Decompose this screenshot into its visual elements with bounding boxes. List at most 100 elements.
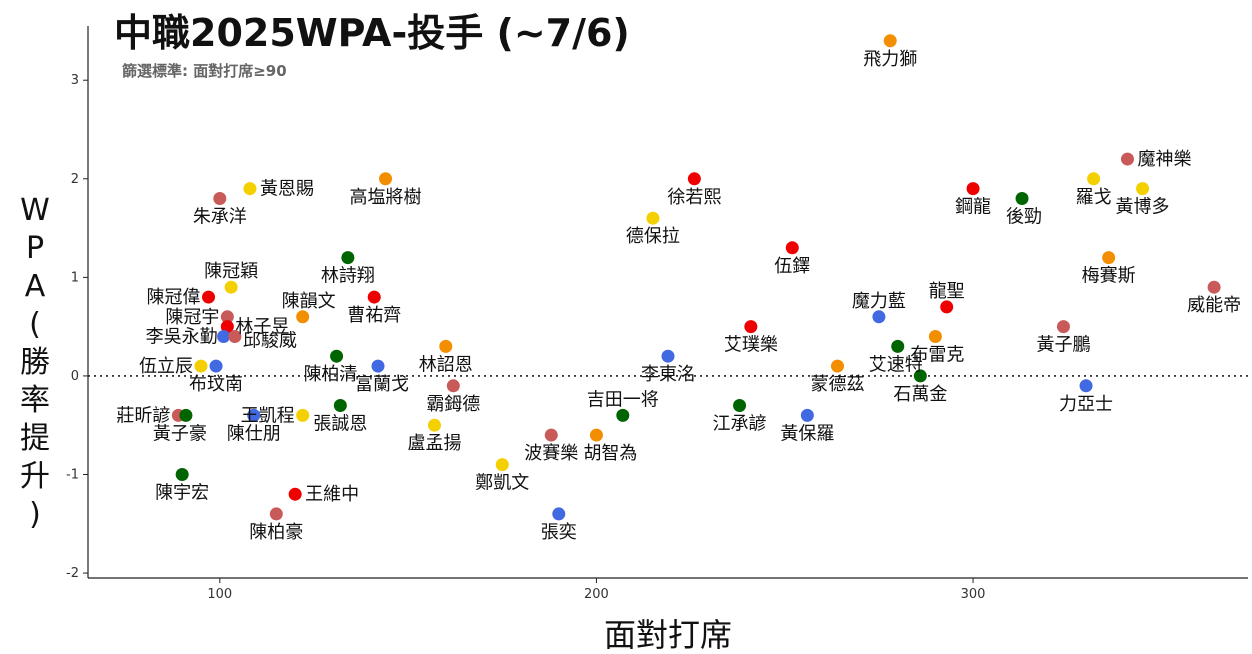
data-point-label: 陳柏清 [304, 364, 358, 385]
x-tick-label: 100 [207, 587, 232, 602]
y-tick-label: -2 [66, 566, 79, 581]
data-point [872, 310, 886, 324]
data-point [830, 359, 844, 373]
data-point [446, 379, 460, 393]
data-point [379, 172, 393, 186]
data-point-label: 林詩翔 [321, 266, 375, 287]
data-point [928, 330, 942, 343]
data-point-label: 林詔恩 [419, 354, 473, 375]
data-point-label: 林子昱 [235, 317, 289, 338]
y-axis-title-char: 率 [20, 383, 50, 418]
data-point-label: 黃保羅 [780, 423, 834, 444]
data-point-label: 飛力獅 [863, 49, 917, 70]
data-point [247, 408, 261, 422]
data-point [785, 241, 799, 255]
data-point [427, 418, 441, 432]
data-point [800, 408, 814, 422]
data-point-label: 黃子豪 [153, 423, 207, 444]
data-point [661, 349, 675, 363]
data-point-label: 蒙德茲 [810, 374, 864, 395]
y-tick-label: -1 [66, 468, 79, 483]
data-point-label: 李吳永勤 [146, 327, 218, 348]
data-point [552, 507, 566, 521]
data-point [1056, 320, 1070, 334]
data-point [1102, 251, 1116, 265]
data-point [341, 251, 355, 265]
data-point-label: 徐若熙 [667, 187, 721, 208]
data-point-label: 陳冠宇 [165, 307, 219, 328]
data-point [1120, 152, 1134, 166]
data-point-label: 曹祐齊 [347, 305, 401, 326]
data-point [228, 330, 242, 343]
data-point [646, 211, 660, 225]
data-point-label: 鄭凱文 [475, 473, 529, 494]
chart-title: 中職2025WPA-投手 (~7/6) [114, 11, 630, 55]
data-point-label: 威能帝 [1187, 295, 1241, 316]
data-point-label: 盧孟揚 [407, 433, 461, 454]
data-point [330, 349, 344, 363]
data-point [1079, 379, 1093, 393]
data-point [194, 359, 208, 373]
data-point-label: 伍立辰 [139, 356, 193, 377]
data-point-label: 伍鐸 [774, 256, 810, 277]
data-point [220, 310, 234, 324]
data-point-label: 力亞士 [1059, 394, 1113, 415]
data-point [367, 290, 381, 304]
data-point [687, 172, 701, 186]
data-point-label: 龍聖 [929, 281, 965, 302]
data-point-label: 布雷克 [910, 345, 964, 366]
data-point [333, 399, 347, 412]
y-axis-title-char: 提 [20, 421, 50, 456]
data-point-label: 江承諺 [713, 414, 767, 435]
data-point [544, 428, 558, 442]
data-point [296, 408, 310, 422]
data-point [179, 408, 193, 422]
data-point-label: 羅戈 [1076, 187, 1112, 208]
data-point [495, 458, 509, 472]
data-point [224, 280, 238, 294]
data-point-label: 王維中 [305, 484, 359, 505]
y-axis-title-char: W [20, 193, 50, 228]
data-point-label: 陳柏豪 [249, 522, 303, 543]
data-point-label: 王凱程 [241, 405, 295, 426]
data-point [616, 408, 630, 422]
data-point [220, 320, 234, 334]
data-point-label: 黃博多 [1116, 197, 1170, 218]
data-point-label: 布玟南 [189, 374, 243, 395]
data-point-label: 黃恩賜 [260, 179, 314, 200]
data-point [269, 507, 283, 521]
data-point-label: 霸鉧德 [426, 394, 480, 415]
data-point-label: 梅賽斯 [1082, 265, 1136, 287]
data-point-label: 莊昕諺 [116, 405, 170, 426]
data-point-label: 張誠恩 [313, 414, 367, 435]
data-point-label: 吉田一将 [587, 389, 659, 410]
data-point [1207, 280, 1221, 294]
data-point [213, 192, 227, 205]
x-tick-label: 200 [584, 587, 609, 602]
data-point [966, 182, 980, 196]
data-point [243, 182, 257, 196]
data-point [175, 468, 189, 481]
data-point [439, 339, 453, 353]
data-point-label: 陳仕朋 [227, 423, 281, 444]
y-axis-title-char: ) [29, 497, 41, 532]
data-point [1087, 172, 1101, 186]
data-point-label: 張奕 [541, 522, 577, 543]
data-point [217, 330, 231, 343]
data-point-label: 朱承洋 [193, 207, 247, 228]
y-axis-title-char: P [26, 231, 44, 266]
data-point-label: 鋼龍 [955, 197, 991, 218]
data-point [371, 359, 385, 373]
data-point [883, 34, 897, 48]
data-point-label: 後勁 [1006, 207, 1042, 228]
data-point [209, 359, 223, 373]
data-point-label: 富蘭戈 [355, 374, 409, 395]
data-point-label: 陳冠偉 [147, 287, 201, 308]
data-point-label: 邱駿威 [243, 331, 297, 352]
y-axis-title-char: 勝 [20, 345, 50, 380]
data-point-label: 艾璞樂 [724, 335, 778, 356]
x-tick-label: 300 [961, 587, 986, 602]
data-point-label: 陳韻文 [282, 291, 336, 312]
